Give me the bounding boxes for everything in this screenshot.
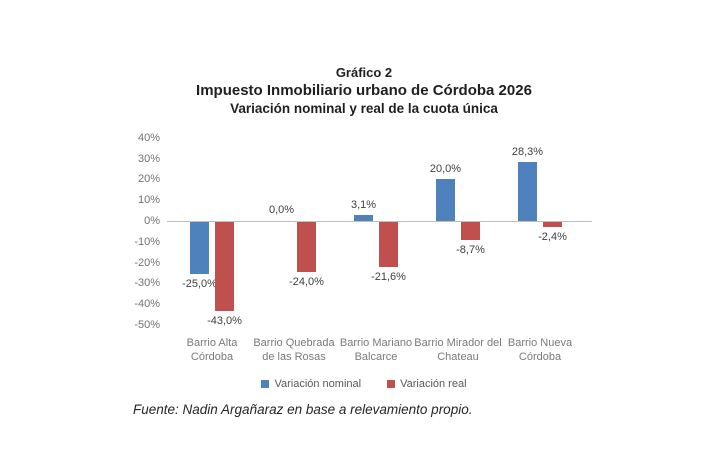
chart-title-line2: Impuesto Inmobiliario urbano de Córdoba … <box>196 82 532 99</box>
bar-nominal-0 <box>190 222 209 274</box>
data-label-nominal-4: 28,3% <box>511 146 544 159</box>
data-label-real-4: -2,4% <box>538 230 567 243</box>
bar-nominal-2 <box>354 214 373 221</box>
legend-swatch-nominal <box>261 380 270 388</box>
data-label-real-2: -21,6% <box>371 270 406 283</box>
category-label-1: Barrio Quebrada de las Rosas <box>253 337 335 363</box>
bar-nominal-3 <box>436 179 455 221</box>
y-axis-tick-label: 10% <box>137 194 160 207</box>
data-label-nominal-3: 20,0% <box>429 163 462 176</box>
y-axis-tick-label: 20% <box>137 173 160 186</box>
y-axis-tick-label: 40% <box>137 131 160 144</box>
bar-nominal-4 <box>518 162 537 221</box>
legend-item-nominal: Variación nominal <box>261 378 361 390</box>
chart-title-line3: Variación nominal y real de la cuota úni… <box>230 101 498 116</box>
y-axis-tick-label: 0% <box>144 215 160 227</box>
data-label-real-0: -43,0% <box>207 315 242 328</box>
category-label-4: Barrio Nueva Córdoba <box>507 337 573 363</box>
data-label-real-1: -24,0% <box>289 275 324 288</box>
x-axis-zero-line <box>167 221 592 222</box>
data-label-real-3: -8,7% <box>456 244 485 257</box>
category-label-2: Barrio Mariano Balcarce <box>339 337 413 363</box>
bar-real-2 <box>379 222 398 267</box>
y-axis-tick-label: -50% <box>134 318 160 331</box>
data-label-nominal-1: 0,0% <box>268 204 295 216</box>
chart-legend: Variación nominal Variación real <box>0 378 728 390</box>
bar-real-3 <box>461 222 480 241</box>
data-label-nominal-2: 3,1% <box>350 198 377 211</box>
legend-item-real: Variación real <box>387 378 467 390</box>
data-label-nominal-0: -25,0% <box>182 277 217 290</box>
source-note: Fuente: Nadin Argañaraz en base a releva… <box>133 402 473 417</box>
y-axis-tick-label: -40% <box>134 298 160 311</box>
bar-real-0 <box>215 222 234 312</box>
bar-real-1 <box>297 222 316 272</box>
legend-label-real: Variación real <box>400 378 467 390</box>
category-label-3: Barrio Mirador del Chateau <box>414 337 502 363</box>
bar-real-4 <box>543 222 562 227</box>
legend-swatch-real <box>387 380 396 388</box>
y-axis-tick-label: -30% <box>134 277 160 290</box>
legend-label-nominal: Variación nominal <box>274 378 362 390</box>
category-label-0: Barrio Alta Córdoba <box>186 337 238 363</box>
y-axis-tick-label: -20% <box>134 256 160 269</box>
chart-title-line1: Gráfico 2 <box>335 65 393 80</box>
chart-title: Gráfico 2 Impuesto Inmobiliario urbano d… <box>0 64 728 118</box>
y-axis-tick-label: -10% <box>134 235 160 248</box>
y-axis-tick-label: 30% <box>137 152 160 165</box>
